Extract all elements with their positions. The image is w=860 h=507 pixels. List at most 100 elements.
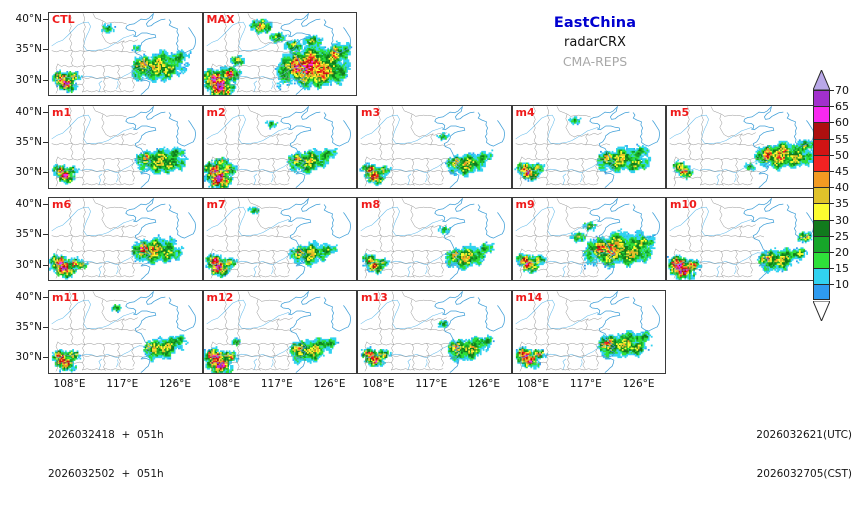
ytick-label: 30°N — [0, 74, 42, 86]
colorbar-tick — [830, 284, 834, 285]
ytick-mark — [43, 19, 48, 20]
colorbar-segment — [813, 90, 830, 106]
map-panel-m7[interactable]: m7 — [203, 197, 358, 281]
title-model: CMA-REPS — [470, 52, 720, 71]
colorbar-tick — [830, 139, 834, 140]
ytick-mark — [43, 265, 48, 266]
panel-label-m6: m6 — [52, 198, 71, 211]
map-panel-m4[interactable]: m4 — [512, 105, 667, 189]
panel-label-max: MAX — [207, 13, 235, 26]
map-canvas-m6 — [49, 198, 202, 280]
colorbar-label: 35 — [835, 198, 849, 209]
colorbar-under-arrow — [813, 301, 830, 321]
title-region: EastChina — [470, 14, 720, 33]
colorbar-tick — [830, 252, 834, 253]
title-block: EastChina radarCRX CMA-REPS — [470, 14, 720, 71]
ytick-mark — [43, 357, 48, 358]
ytick-mark — [43, 172, 48, 173]
colorbar-label: 60 — [835, 117, 849, 128]
footer-valid-utc: 2026032621(UTC) — [756, 429, 852, 442]
colorbar-segment — [813, 268, 830, 284]
colorbar-label: 50 — [835, 150, 849, 161]
xtick-label: 126°E — [458, 378, 510, 390]
colorbar-tick — [830, 203, 834, 204]
colorbar-label: 25 — [835, 231, 849, 242]
map-panel-m3[interactable]: m3 — [357, 105, 512, 189]
colorbar-tick — [830, 187, 834, 188]
map-panel-max[interactable]: MAX — [203, 12, 358, 96]
colorbar-segment — [813, 106, 830, 122]
colorbar-tick — [830, 106, 834, 107]
map-panel-m10[interactable]: m10 — [666, 197, 821, 281]
map-panel-m9[interactable]: m9 — [512, 197, 667, 281]
colorbar-label: 70 — [835, 85, 849, 96]
footer-init-line1: 2026032418 + 051h — [48, 429, 164, 442]
map-panel-m5[interactable]: m5 — [666, 105, 821, 189]
colorbar-label: 10 — [835, 279, 849, 290]
panel-label-m9: m9 — [516, 198, 535, 211]
panel-label-m3: m3 — [361, 106, 380, 119]
colorbar-segment — [813, 236, 830, 252]
figure-canvas: EastChina radarCRX CMA-REPS CTL MAX m1 m2 m3… — [0, 0, 860, 441]
colorbar-segment — [813, 252, 830, 268]
colorbar-segment — [813, 220, 830, 236]
ytick-label: 40°N — [0, 291, 42, 303]
colorbar-tick — [830, 171, 834, 172]
panel-label-m11: m11 — [52, 291, 79, 304]
xtick-label: 108°E — [198, 378, 250, 390]
map-canvas-m8 — [358, 198, 511, 280]
xtick-label: 117°E — [560, 378, 612, 390]
colorbar-tick — [830, 220, 834, 221]
panel-label-m7: m7 — [207, 198, 226, 211]
map-canvas-m4 — [513, 106, 666, 188]
colorbar-label: 65 — [835, 101, 849, 112]
colorbar-label: 20 — [835, 247, 849, 258]
xtick-label: 117°E — [251, 378, 303, 390]
map-panel-m8[interactable]: m8 — [357, 197, 512, 281]
panel-label-m10: m10 — [670, 198, 697, 211]
colorbar-segment — [813, 155, 830, 171]
panel-label-m13: m13 — [361, 291, 388, 304]
ytick-label: 35°N — [0, 136, 42, 148]
xtick-label: 108°E — [44, 378, 96, 390]
ytick-label: 30°N — [0, 166, 42, 178]
panel-label-m8: m8 — [361, 198, 380, 211]
colorbar-tick — [830, 90, 834, 91]
xtick-label: 126°E — [613, 378, 665, 390]
xtick-label: 108°E — [353, 378, 405, 390]
colorbar-segment — [813, 284, 830, 300]
colorbar-tick — [830, 236, 834, 237]
map-canvas-m2 — [204, 106, 357, 188]
map-panel-m6[interactable]: m6 — [48, 197, 203, 281]
panel-label-m4: m4 — [516, 106, 535, 119]
map-panel-m11[interactable]: m11 — [48, 290, 203, 374]
footer-right: 2026032621(UTC) 2026032705(CST) — [756, 403, 852, 507]
map-canvas-m9 — [513, 198, 666, 280]
map-panel-m1[interactable]: m1 — [48, 105, 203, 189]
map-panel-ctl[interactable]: CTL — [48, 12, 203, 96]
panel-label-m12: m12 — [207, 291, 234, 304]
panel-label-ctl: CTL — [52, 13, 75, 26]
panel-label-m14: m14 — [516, 291, 543, 304]
map-panel-m12[interactable]: m12 — [203, 290, 358, 374]
xtick-label: 117°E — [96, 378, 148, 390]
map-panel-m14[interactable]: m14 — [512, 290, 667, 374]
colorbar-label: 55 — [835, 134, 849, 145]
map-panel-m2[interactable]: m2 — [203, 105, 358, 189]
xtick-label: 117°E — [405, 378, 457, 390]
xtick-label: 126°E — [304, 378, 356, 390]
ytick-mark — [43, 80, 48, 81]
panel-label-m5: m5 — [670, 106, 689, 119]
colorbar-bands — [813, 90, 830, 300]
ytick-mark — [43, 142, 48, 143]
colorbar-label: 45 — [835, 166, 849, 177]
ytick-label: 35°N — [0, 321, 42, 333]
colorbar-segment — [813, 187, 830, 203]
panel-label-m2: m2 — [207, 106, 226, 119]
map-canvas-m5 — [667, 106, 820, 188]
colorbar-tick — [830, 122, 834, 123]
map-panel-m13[interactable]: m13 — [357, 290, 512, 374]
ytick-label: 35°N — [0, 43, 42, 55]
ytick-label: 40°N — [0, 198, 42, 210]
